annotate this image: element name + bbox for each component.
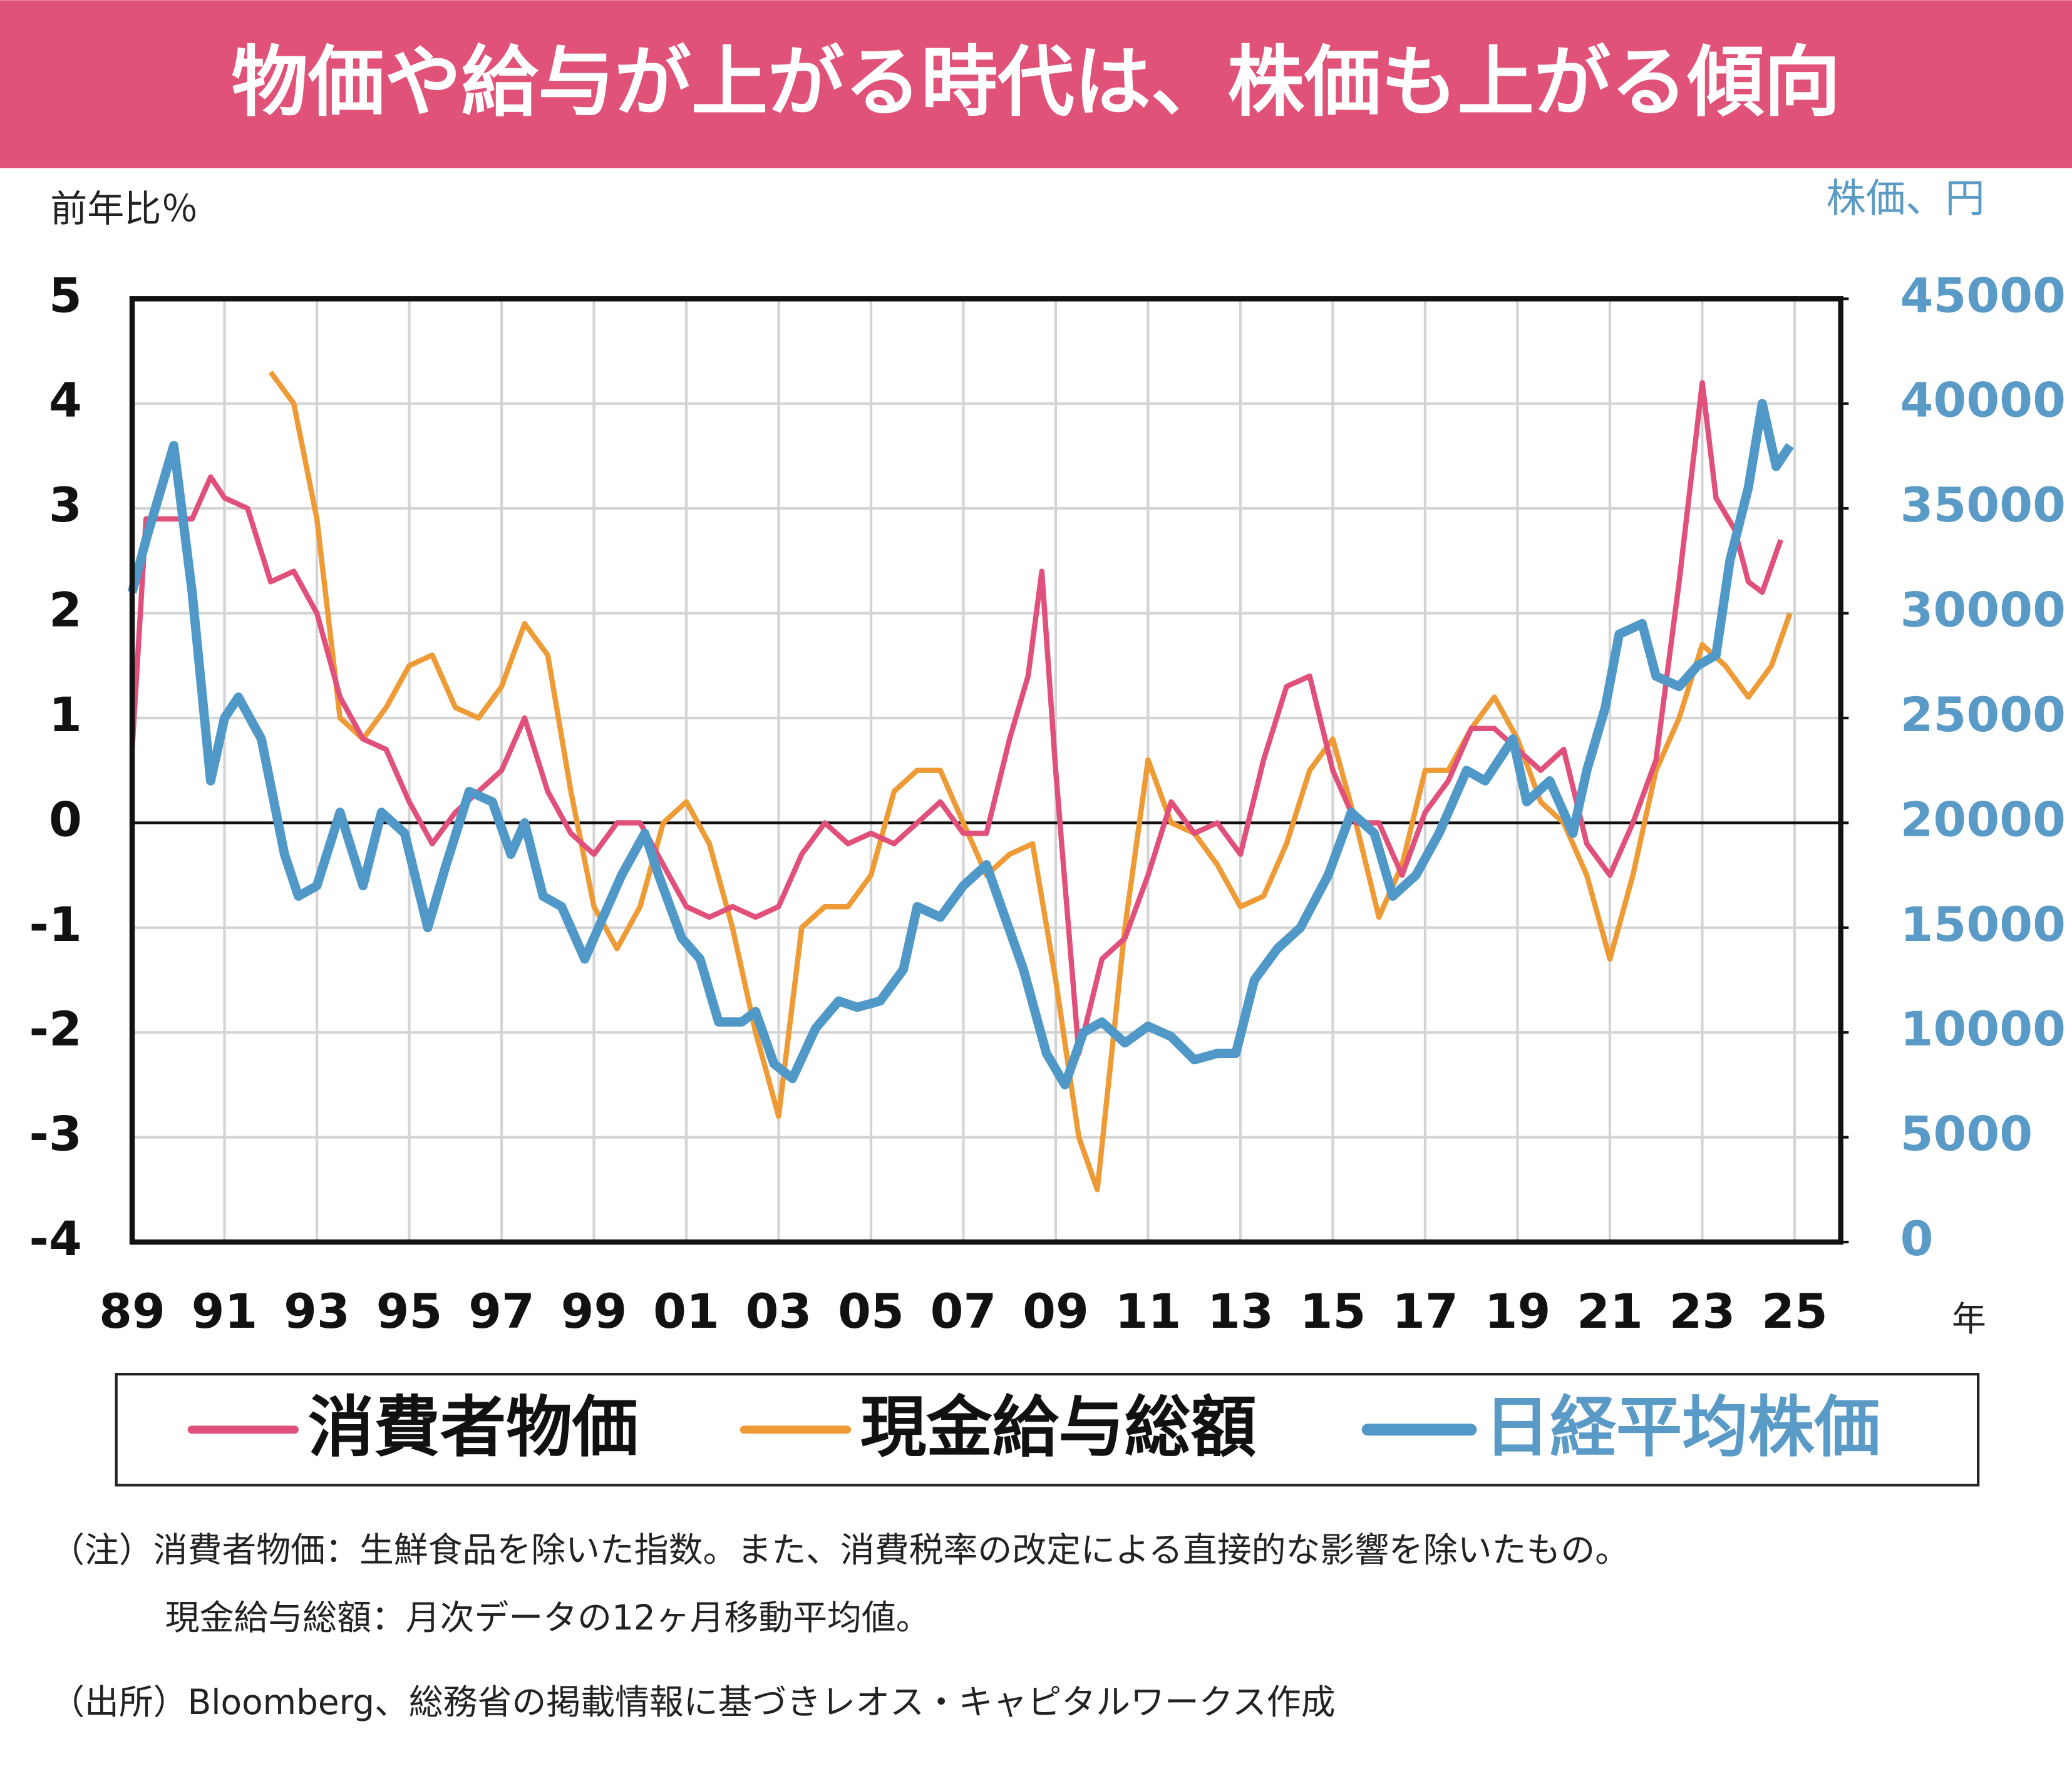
y2-tick-label: 10000 xyxy=(1900,1001,2066,1057)
y2-tick-label: 30000 xyxy=(1900,582,2066,638)
x-tick-label: 99 xyxy=(561,1283,627,1339)
x-tick-label: 93 xyxy=(284,1283,350,1339)
y2-tick-label: 25000 xyxy=(1900,687,2066,742)
y2-tick-label: 5000 xyxy=(1900,1106,2033,1162)
y2-tick-label: 15000 xyxy=(1900,896,2066,952)
y2-tick-label: 35000 xyxy=(1900,477,2066,533)
series-line xyxy=(127,399,1794,1090)
x-tick-label: 09 xyxy=(1023,1283,1089,1339)
x-tick-label: 03 xyxy=(746,1283,812,1339)
x-tick-label: 19 xyxy=(1485,1283,1551,1339)
y-tick-label: -1 xyxy=(29,896,81,952)
x-tick-label: 17 xyxy=(1392,1283,1458,1339)
title-band xyxy=(0,0,2072,168)
y2-axis-label: 株価、円 xyxy=(1827,175,1985,222)
x-axis-label: 年 xyxy=(1952,1299,1986,1339)
x-tick-label: 05 xyxy=(838,1283,904,1339)
note: （注）消費者物価：生鮮食品を除いた指数。また、消費税率の改定による直接的な影響を… xyxy=(50,1530,1629,1570)
chart-title: 物価や給与が上がる時代は、株価も上がる傾向 xyxy=(232,37,1841,126)
y-tick-label: -3 xyxy=(29,1106,81,1162)
x-tick-label: 25 xyxy=(1761,1283,1828,1339)
series-line xyxy=(129,380,1783,1056)
series-line xyxy=(268,370,1793,1193)
y2-tick-label: 0 xyxy=(1900,1211,1934,1266)
y-tick-label: -2 xyxy=(29,1001,81,1057)
y2-tick-label: 20000 xyxy=(1900,791,2066,847)
x-tick-label: 07 xyxy=(930,1283,997,1339)
legend-label: 消費者物価 xyxy=(308,1389,639,1466)
y-tick-label: 0 xyxy=(49,791,82,847)
y2-tick-label: 40000 xyxy=(1900,372,2066,428)
x-tick-label: 21 xyxy=(1577,1283,1643,1339)
y-tick-label: 4 xyxy=(49,372,82,428)
legend-label: 現金給与総額 xyxy=(860,1389,1257,1466)
y-tick-label: 5 xyxy=(49,267,82,323)
x-tick-label: 15 xyxy=(1300,1283,1366,1339)
y-tick-label: -4 xyxy=(29,1211,81,1266)
note: 現金給与総額：月次データの12ヶ月移動平均値。 xyxy=(165,1598,930,1638)
source: （出所）Bloomberg、総務省の掲載情報に基づきレオス・キャピタルワークス作… xyxy=(50,1682,1335,1722)
y-tick-label: 2 xyxy=(49,582,82,638)
y-axis-label: 前年比％ xyxy=(50,187,198,230)
plot-frame xyxy=(129,296,1843,1245)
legend-box xyxy=(115,1372,1980,1487)
y-tick-label: 3 xyxy=(49,477,82,533)
x-tick-label: 89 xyxy=(99,1283,165,1339)
x-tick-label: 95 xyxy=(376,1283,443,1339)
x-tick-label: 23 xyxy=(1669,1283,1736,1339)
x-tick-label: 13 xyxy=(1207,1283,1274,1339)
x-tick-label: 01 xyxy=(653,1283,719,1339)
y-tick-label: 1 xyxy=(49,687,82,742)
x-tick-label: 91 xyxy=(192,1283,258,1339)
legend-label: 日経平均株価 xyxy=(1484,1389,1880,1466)
x-tick-label: 11 xyxy=(1115,1283,1182,1339)
y2-tick-label: 45000 xyxy=(1900,267,2066,323)
x-tick-label: 97 xyxy=(468,1283,535,1339)
